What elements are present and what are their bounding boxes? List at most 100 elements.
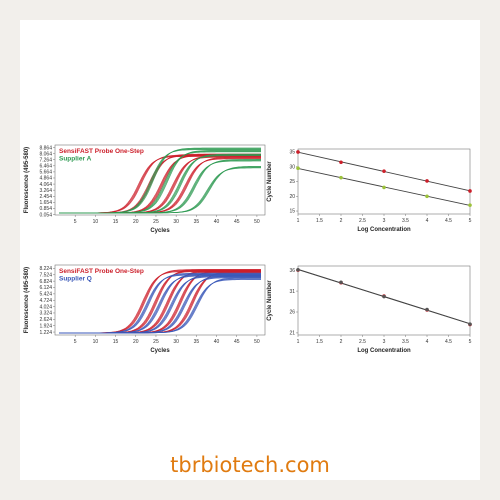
y-tick-label: 31 — [289, 289, 295, 295]
data-point — [425, 179, 429, 183]
plot-frame — [297, 148, 471, 215]
y-tick-label: 1.924 — [39, 323, 52, 329]
y-axis-label: Fluorescence (495-580) — [24, 267, 30, 333]
plot-frame — [297, 265, 471, 336]
x-tick-label: 5 — [469, 218, 472, 224]
amplification-curve — [59, 277, 261, 334]
y-tick-label: 7.264 — [39, 157, 52, 163]
amplification-curve — [59, 165, 261, 214]
y-tick-label: 15 — [289, 209, 295, 215]
x-tick-label: 30 — [173, 339, 179, 345]
legend-entry: SensiFAST Probe One-Step — [59, 148, 144, 155]
x-tick-label: 2 — [340, 218, 343, 224]
x-axis-label: Cycles — [150, 348, 170, 354]
y-tick-label: 4.864 — [39, 176, 52, 182]
y-tick-label: 20 — [289, 194, 295, 200]
x-tick-label: 25 — [153, 219, 159, 225]
x-tick-label: 45 — [234, 219, 240, 225]
standard-curve-plot-1: 1 1.5 2 2.5 3 3.5 4 4.5 5 15 20 25 30 35 Log Concentra… — [267, 148, 472, 233]
x-tick-label: 30 — [173, 219, 179, 225]
x-tick-label: 15 — [113, 339, 119, 345]
x-tick-label: 3.5 — [402, 218, 409, 224]
y-tick-label: 0.854 — [39, 206, 52, 212]
x-tick-label: 5 — [74, 339, 77, 345]
data-point — [296, 267, 300, 272]
data-point — [468, 189, 472, 193]
x-tick-label: 20 — [133, 219, 139, 225]
y-tick-label: 8.064 — [39, 151, 52, 157]
legend-entry: Supplier Q — [59, 276, 92, 283]
x-tick-label: 45 — [234, 339, 240, 345]
y-tick-label: 35 — [289, 150, 295, 156]
x-tick-label: 1.5 — [316, 218, 323, 224]
x-tick-label: 2 — [340, 339, 343, 345]
x-tick-label: 20 — [133, 339, 139, 345]
x-tick-label: 4.5 — [445, 339, 452, 345]
legend-entry: Supplier A — [59, 156, 92, 163]
x-tick-label: 5 — [74, 219, 77, 225]
y-tick-label: 4.064 — [39, 182, 52, 188]
y-tick-label: 4.024 — [39, 304, 52, 310]
data-point — [296, 150, 300, 154]
x-tick-label: 15 — [113, 219, 119, 225]
x-tick-label: 10 — [93, 219, 99, 225]
data-point — [339, 160, 343, 165]
y-tick-label: 6.124 — [39, 285, 52, 291]
x-tick-label: 50 — [254, 219, 260, 225]
x-axis-label: Log Concentration — [357, 348, 411, 354]
x-tick-label: 35 — [194, 219, 200, 225]
x-tick-label: 4 — [426, 339, 429, 345]
y-tick-label: 36 — [289, 268, 295, 274]
x-axis-label: Log Concentration — [357, 227, 411, 233]
x-tick-label: 35 — [194, 339, 200, 345]
x-tick-label: 2.5 — [359, 339, 366, 345]
y-tick-label: 25 — [289, 179, 295, 185]
data-point — [425, 307, 429, 312]
x-tick-label: 1.5 — [316, 339, 323, 345]
amplification-plot-2: 5 10 15 20 25 30 35 40 45 501.2241.9242.6243.3244… — [24, 264, 266, 354]
y-tick-label: 3.264 — [39, 188, 52, 194]
y-tick-label: 4.724 — [39, 298, 52, 304]
x-tick-label: 40 — [214, 339, 220, 345]
data-point — [382, 294, 386, 299]
y-tick-label: 30 — [289, 164, 295, 170]
x-tick-label: 3.5 — [402, 339, 409, 345]
y-tick-label: 1.654 — [39, 200, 52, 206]
x-tick-label: 4.5 — [445, 218, 452, 224]
y-axis-label: Cycle Number — [267, 280, 273, 321]
y-tick-label: 3.324 — [39, 311, 52, 317]
x-tick-label: 40 — [214, 219, 220, 225]
y-tick-label: 2.454 — [39, 194, 52, 200]
data-point — [425, 194, 429, 199]
data-point — [468, 203, 472, 207]
y-tick-label: 5.664 — [39, 170, 52, 176]
x-tick-label: 10 — [93, 339, 99, 345]
data-point — [339, 280, 343, 285]
y-axis-label: Cycle Number — [267, 161, 273, 202]
x-tick-label: 4 — [426, 218, 429, 224]
data-point — [296, 166, 300, 171]
plot-frame — [54, 144, 266, 216]
x-tick-label: 1 — [297, 339, 300, 345]
y-tick-label: 6.464 — [39, 164, 52, 170]
y-tick-label: 0.054 — [39, 212, 52, 218]
data-point — [468, 322, 472, 326]
y-tick-label: 7.524 — [39, 272, 52, 278]
y-axis-label: Fluorescence (495-580) — [24, 147, 30, 213]
y-tick-label: 21 — [289, 331, 295, 337]
footer-website[interactable]: tbrbiotech.com — [170, 453, 330, 477]
amplification-plot-1: 5 10 15 20 25 30 35 40 45 50 0.0540.8541.6542.4543… — [24, 144, 266, 234]
figure-panel — [20, 20, 480, 480]
y-tick-label: 1.224 — [39, 330, 52, 336]
standard-curve-plot-2: 1 1.5 2 2.5 3 3.5 4 4.5 5 21 26 31 36 Log Concentrati… — [267, 265, 472, 354]
x-tick-label: 50 — [254, 339, 260, 345]
data-point — [382, 169, 386, 173]
y-tick-label: 5.424 — [39, 292, 52, 298]
y-tick-label: 26 — [289, 310, 295, 316]
x-tick-label: 5 — [469, 339, 472, 345]
y-tick-label: 6.824 — [39, 279, 52, 285]
x-tick-label: 2.5 — [359, 218, 366, 224]
x-axis-label: Cycles — [150, 228, 170, 234]
legend-entry: SensiFAST Probe One-Step — [59, 268, 144, 275]
